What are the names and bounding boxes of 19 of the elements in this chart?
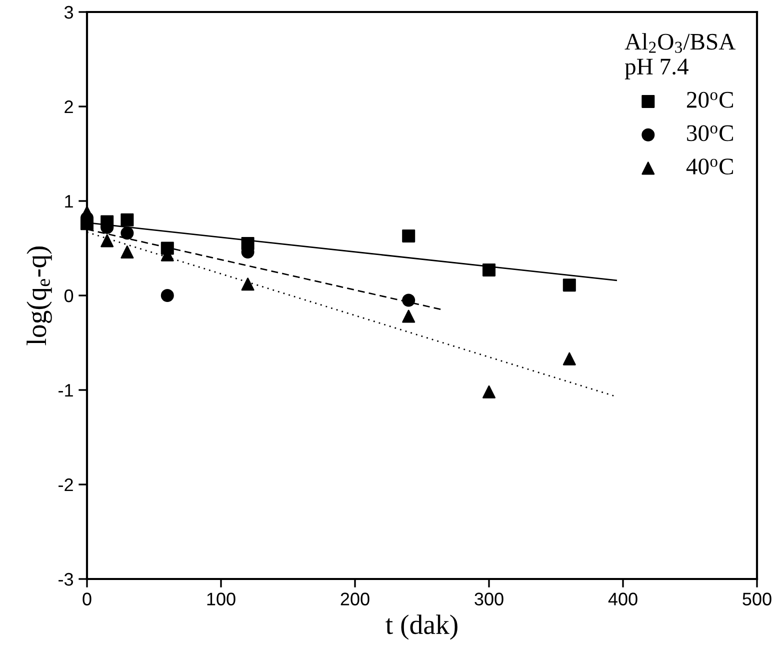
y-axis-title: log(q$_{e}$-q) <box>26 246 52 346</box>
y-tick-label: -1 <box>58 384 73 397</box>
x-tick-label: 500 <box>742 592 772 606</box>
y-tick-label: -2 <box>58 478 73 492</box>
x-tick-label: 0 <box>82 592 92 606</box>
x-axis-title: t (dak) <box>386 614 458 640</box>
y-tick-label: 1 <box>65 195 73 208</box>
x-tick-label: 400 <box>608 592 638 606</box>
x-tick-label: 100 <box>207 592 236 606</box>
y-tick-label: -3 <box>58 572 74 586</box>
y-tick-label: 0 <box>64 289 74 302</box>
legend-title: Al$_{2}$O$_{3}$/BSA pH 7.4 <box>624 33 736 80</box>
legend-label: 40$^{o}$C <box>686 158 733 175</box>
y-tick-label: 2 <box>64 100 73 114</box>
legend-label: 30$^{o}$C <box>687 125 733 142</box>
legend-label: 20$^{o}$C <box>686 92 733 108</box>
y-tick-label: 3 <box>64 6 74 19</box>
x-tick-label: 300 <box>474 592 504 606</box>
x-tick-label: 200 <box>340 592 370 606</box>
